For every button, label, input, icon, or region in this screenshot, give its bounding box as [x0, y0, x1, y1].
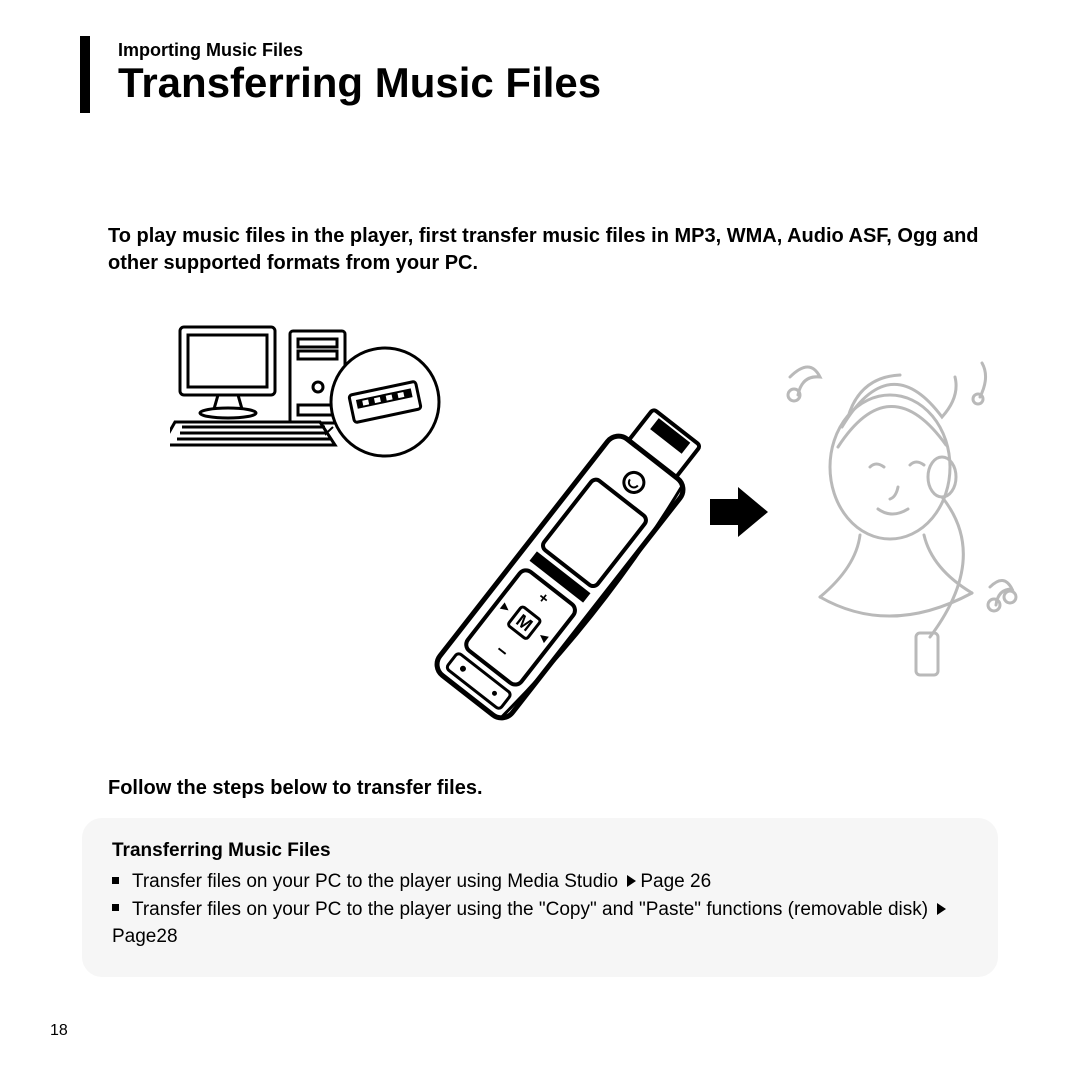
list-item-ref: Page28: [112, 926, 178, 947]
triangle-icon: [937, 903, 946, 915]
callout-box: Transferring Music Files Transfer files …: [82, 818, 998, 977]
triangle-icon: [627, 875, 636, 887]
intro-paragraph: To play music files in the player, first…: [108, 223, 1008, 277]
follow-steps-heading: Follow the steps below to transfer files…: [108, 777, 1010, 800]
callout-title: Transferring Music Files: [112, 840, 968, 862]
list-item-ref: Page 26: [640, 871, 711, 892]
mp3-player-icon: M + −: [400, 407, 720, 747]
header-block: Importing Music Files Transferring Music…: [80, 36, 1010, 113]
list-item-text: Transfer files on your PC to the player …: [132, 899, 933, 920]
page-title: Transferring Music Files: [118, 61, 1010, 105]
list-item: Transfer files on your PC to the player …: [112, 896, 968, 951]
list-item: Transfer files on your PC to the player …: [112, 868, 968, 896]
illustration: M + −: [130, 307, 1010, 757]
page-number: 18: [50, 1022, 68, 1040]
breadcrumb: Importing Music Files: [118, 40, 1010, 61]
callout-list: Transfer files on your PC to the player …: [112, 868, 968, 951]
list-item-text: Transfer files on your PC to the player …: [132, 871, 623, 892]
listener-icon: [760, 337, 1020, 687]
